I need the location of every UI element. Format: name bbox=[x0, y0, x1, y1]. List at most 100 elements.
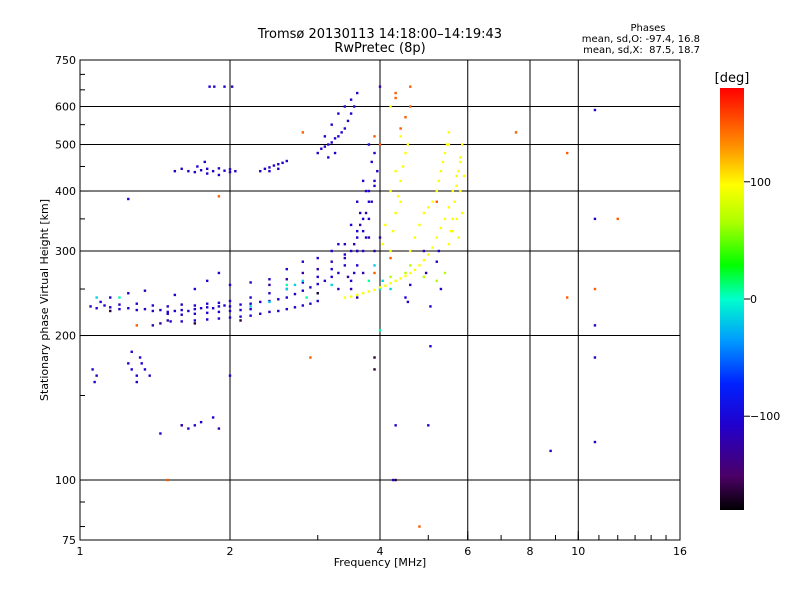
data-point bbox=[364, 189, 368, 193]
data-point bbox=[427, 424, 430, 427]
data-point bbox=[378, 286, 382, 289]
data-point bbox=[399, 135, 402, 138]
data-point bbox=[323, 145, 327, 148]
colorbar-label: [deg] bbox=[715, 71, 750, 86]
data-point bbox=[323, 135, 327, 138]
y-tick-label: 600 bbox=[55, 101, 76, 114]
data-point bbox=[373, 356, 376, 359]
data-point bbox=[166, 319, 169, 322]
data-point bbox=[166, 478, 169, 482]
data-point bbox=[413, 236, 417, 239]
data-point bbox=[217, 167, 221, 170]
data-point bbox=[431, 200, 434, 203]
data-point bbox=[173, 309, 177, 313]
data-point bbox=[118, 307, 121, 311]
data-point bbox=[514, 131, 518, 134]
data-point bbox=[138, 356, 142, 359]
data-point bbox=[378, 329, 382, 332]
data-point bbox=[343, 253, 347, 256]
data-point bbox=[349, 295, 353, 298]
data-point bbox=[367, 279, 371, 283]
data-point bbox=[199, 420, 203, 424]
data-point bbox=[447, 206, 451, 209]
x-axis-label: Frequency [MHz] bbox=[334, 556, 426, 569]
data-point bbox=[441, 160, 445, 164]
data-point bbox=[422, 249, 426, 253]
data-point bbox=[459, 160, 462, 164]
data-point bbox=[389, 249, 392, 253]
data-point bbox=[355, 264, 359, 267]
data-point bbox=[140, 362, 143, 365]
data-point bbox=[130, 368, 133, 371]
data-point bbox=[404, 151, 407, 155]
data-point bbox=[389, 256, 392, 260]
data-point bbox=[268, 283, 271, 287]
data-point bbox=[99, 300, 102, 304]
data-point bbox=[223, 85, 226, 88]
data-point bbox=[327, 143, 330, 146]
data-point bbox=[422, 211, 426, 215]
data-point bbox=[151, 304, 155, 307]
colorbar-ticks: 100 0 −100 bbox=[744, 176, 780, 423]
data-point bbox=[187, 309, 190, 313]
data-point bbox=[593, 440, 597, 444]
data-point bbox=[249, 307, 252, 311]
data-point bbox=[451, 229, 455, 233]
data-point bbox=[361, 179, 365, 183]
data-point bbox=[208, 85, 211, 88]
data-point bbox=[159, 432, 162, 435]
data-point bbox=[435, 279, 438, 283]
data-point bbox=[316, 282, 319, 286]
data-point bbox=[389, 282, 392, 285]
data-point bbox=[228, 316, 232, 319]
stats-line-o: mean, sd,O: -97.4, 16.8 bbox=[582, 34, 700, 45]
data-point bbox=[193, 304, 197, 307]
data-point bbox=[429, 345, 432, 348]
data-point bbox=[305, 296, 308, 299]
data-point bbox=[213, 85, 216, 88]
data-point bbox=[337, 242, 340, 246]
data-point bbox=[409, 271, 412, 275]
data-point bbox=[217, 301, 221, 305]
data-point bbox=[373, 179, 376, 183]
data-point bbox=[349, 279, 353, 283]
data-point bbox=[462, 174, 466, 178]
data-point bbox=[364, 211, 368, 215]
data-point bbox=[249, 281, 252, 284]
data-point bbox=[435, 260, 438, 263]
data-point bbox=[203, 160, 206, 164]
data-point bbox=[228, 299, 232, 303]
data-point bbox=[135, 380, 138, 384]
data-point bbox=[394, 96, 397, 100]
data-point bbox=[211, 307, 215, 310]
y-tick-label: 75 bbox=[62, 534, 76, 547]
data-point bbox=[268, 169, 271, 173]
data-point bbox=[127, 307, 130, 310]
data-point bbox=[453, 200, 456, 203]
data-point bbox=[361, 217, 365, 221]
data-point bbox=[127, 292, 130, 295]
data-point bbox=[361, 292, 365, 295]
data-point bbox=[211, 169, 215, 173]
data-point bbox=[211, 416, 215, 419]
data-point bbox=[431, 246, 434, 249]
data-point bbox=[330, 267, 333, 271]
data-point bbox=[323, 279, 327, 283]
data-point bbox=[370, 200, 373, 203]
data-point bbox=[193, 424, 197, 427]
stats-heading: Phases bbox=[630, 23, 665, 34]
data-point bbox=[205, 167, 209, 171]
y-axis: 75 100 200 300 400 500 600 750 bbox=[55, 54, 89, 547]
data-point bbox=[394, 169, 397, 173]
data-point bbox=[381, 279, 384, 283]
data-point bbox=[234, 169, 237, 173]
data-point bbox=[285, 283, 288, 287]
data-point bbox=[180, 424, 183, 427]
data-point bbox=[394, 478, 397, 482]
data-point bbox=[301, 131, 305, 134]
x-tick-label: 2 bbox=[227, 545, 234, 558]
data-point bbox=[343, 127, 347, 130]
data-point bbox=[404, 116, 407, 119]
data-point bbox=[349, 98, 353, 101]
y-tick-label: 100 bbox=[55, 474, 76, 487]
